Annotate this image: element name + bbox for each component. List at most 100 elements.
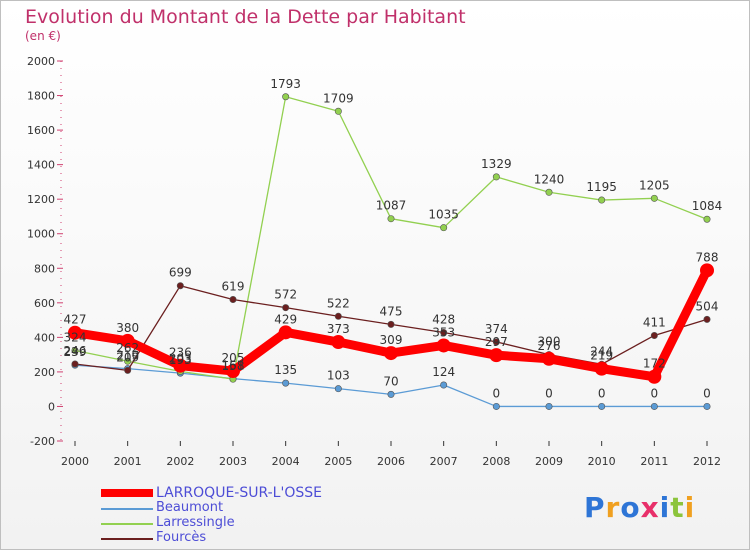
series-point-0	[647, 369, 662, 384]
x-tick-label: 2005	[324, 455, 352, 468]
legend: LARROQUE-SUR-L'OSSE Beaumont Larressingl…	[101, 485, 401, 546]
y-tick-label: 1400	[27, 159, 55, 172]
data-label-2: 1329	[481, 157, 512, 171]
series-point-0	[278, 325, 293, 340]
x-tick-label: 2000	[61, 455, 89, 468]
x-tick-label: 2003	[219, 455, 247, 468]
series-point-3	[440, 329, 448, 337]
series-point-3	[71, 360, 79, 368]
series-point-0	[700, 263, 714, 278]
legend-label-beaumont: Beaumont	[156, 500, 224, 515]
series-point-2	[545, 188, 553, 196]
data-label-3: 411	[643, 315, 666, 329]
series-point-1	[545, 402, 553, 410]
x-tick-label: 2006	[377, 455, 405, 468]
data-label-0: 276	[538, 339, 561, 353]
y-tick-label: 0	[48, 400, 55, 413]
data-label-1: 239	[64, 345, 87, 359]
legend-swatch-larroque	[101, 489, 153, 497]
series-point-0	[436, 338, 451, 353]
legend-label-fources: Fourcès	[156, 530, 207, 545]
data-label-1: 0	[651, 386, 659, 400]
data-label-1: 103	[327, 369, 350, 383]
data-label-1: 0	[545, 386, 553, 400]
series-point-3	[124, 366, 132, 374]
legend-item-larroque: LARROQUE-SUR-L'OSSE	[101, 485, 401, 501]
data-label-2: 324	[64, 330, 87, 344]
data-label-3: 522	[327, 296, 350, 310]
x-tick-label: 2001	[114, 455, 142, 468]
series-point-2	[598, 196, 606, 204]
series-point-3	[176, 282, 184, 290]
series-point-1	[598, 402, 606, 410]
series-point-0	[120, 333, 135, 348]
y-tick-label: 600	[34, 297, 55, 310]
series-point-0	[384, 346, 398, 361]
data-label-3: 428	[432, 313, 455, 327]
series-point-2	[282, 93, 290, 101]
y-tick-label: 200	[34, 366, 55, 379]
legend-swatch-larressingle	[101, 523, 153, 525]
data-label-0: 429	[274, 312, 297, 326]
series-point-2	[334, 107, 342, 115]
data-label-2: 262	[116, 341, 139, 355]
data-label-1: 219	[116, 349, 139, 363]
data-label-3: 504	[696, 299, 719, 313]
data-label-2: 1240	[534, 172, 565, 186]
legend-label-larressingle: Larressingle	[156, 515, 235, 530]
y-tick-label: 1000	[27, 228, 55, 241]
series-point-1	[650, 402, 658, 410]
series-point-3	[282, 304, 290, 312]
logo-letter-r: r	[605, 491, 621, 524]
data-label-3: 475	[380, 304, 403, 318]
data-label-3: 374	[485, 322, 508, 336]
data-label-1: 135	[274, 363, 297, 377]
data-label-1: 161	[222, 359, 245, 373]
y-tick-label: -200	[30, 435, 55, 448]
data-label-0: 297	[485, 335, 508, 349]
data-label-3: 246	[64, 344, 87, 358]
series-point-1	[440, 381, 448, 389]
data-label-2: 1709	[323, 91, 354, 105]
x-tick-label: 2004	[272, 455, 300, 468]
series-point-1	[703, 402, 711, 410]
series-point-1	[334, 385, 342, 393]
series-point-3	[492, 338, 500, 346]
data-label-2: 203	[169, 351, 192, 365]
chart-subtitle: (en €)	[25, 29, 61, 43]
data-label-1: 0	[703, 386, 711, 400]
series-point-0	[331, 335, 346, 350]
data-label-0: 788	[696, 250, 719, 264]
series-point-3	[229, 296, 237, 304]
data-label-2: 1084	[692, 199, 723, 213]
data-label-0: 205	[222, 351, 245, 365]
data-label-1: 70	[383, 374, 398, 388]
data-label-3: 244	[590, 344, 613, 358]
x-tick-label: 2008	[482, 455, 510, 468]
data-label-2: 1195	[586, 180, 617, 194]
chart-title: Evolution du Montant de la Dette par Hab…	[25, 6, 466, 28]
logo-letter-x: x	[640, 491, 660, 524]
series-point-0	[489, 348, 504, 363]
series-point-1	[492, 402, 500, 410]
data-label-0: 353	[432, 325, 455, 339]
series-point-2	[71, 346, 79, 354]
series-point-1	[387, 390, 395, 398]
logo-letter-o: o	[620, 491, 641, 524]
logo-letter-i: i	[659, 491, 671, 524]
data-label-2: 1793	[270, 77, 301, 91]
legend-item-larressingle: Larressingle	[101, 515, 401, 531]
series-point-0	[226, 364, 240, 379]
legend-label-larroque: LARROQUE-SUR-L'OSSE	[156, 485, 322, 501]
data-label-2: 158	[222, 359, 245, 373]
data-label-0: 172	[643, 357, 666, 371]
y-tick-label: 2000	[27, 55, 55, 68]
data-label-1: 193	[169, 353, 192, 367]
x-tick-label: 2007	[430, 455, 458, 468]
series-point-2	[124, 357, 132, 365]
y-tick-label: 1800	[27, 90, 55, 103]
data-label-3: 699	[169, 266, 192, 280]
x-tick-label: 2012	[693, 455, 721, 468]
x-tick-label: 2011	[640, 455, 668, 468]
